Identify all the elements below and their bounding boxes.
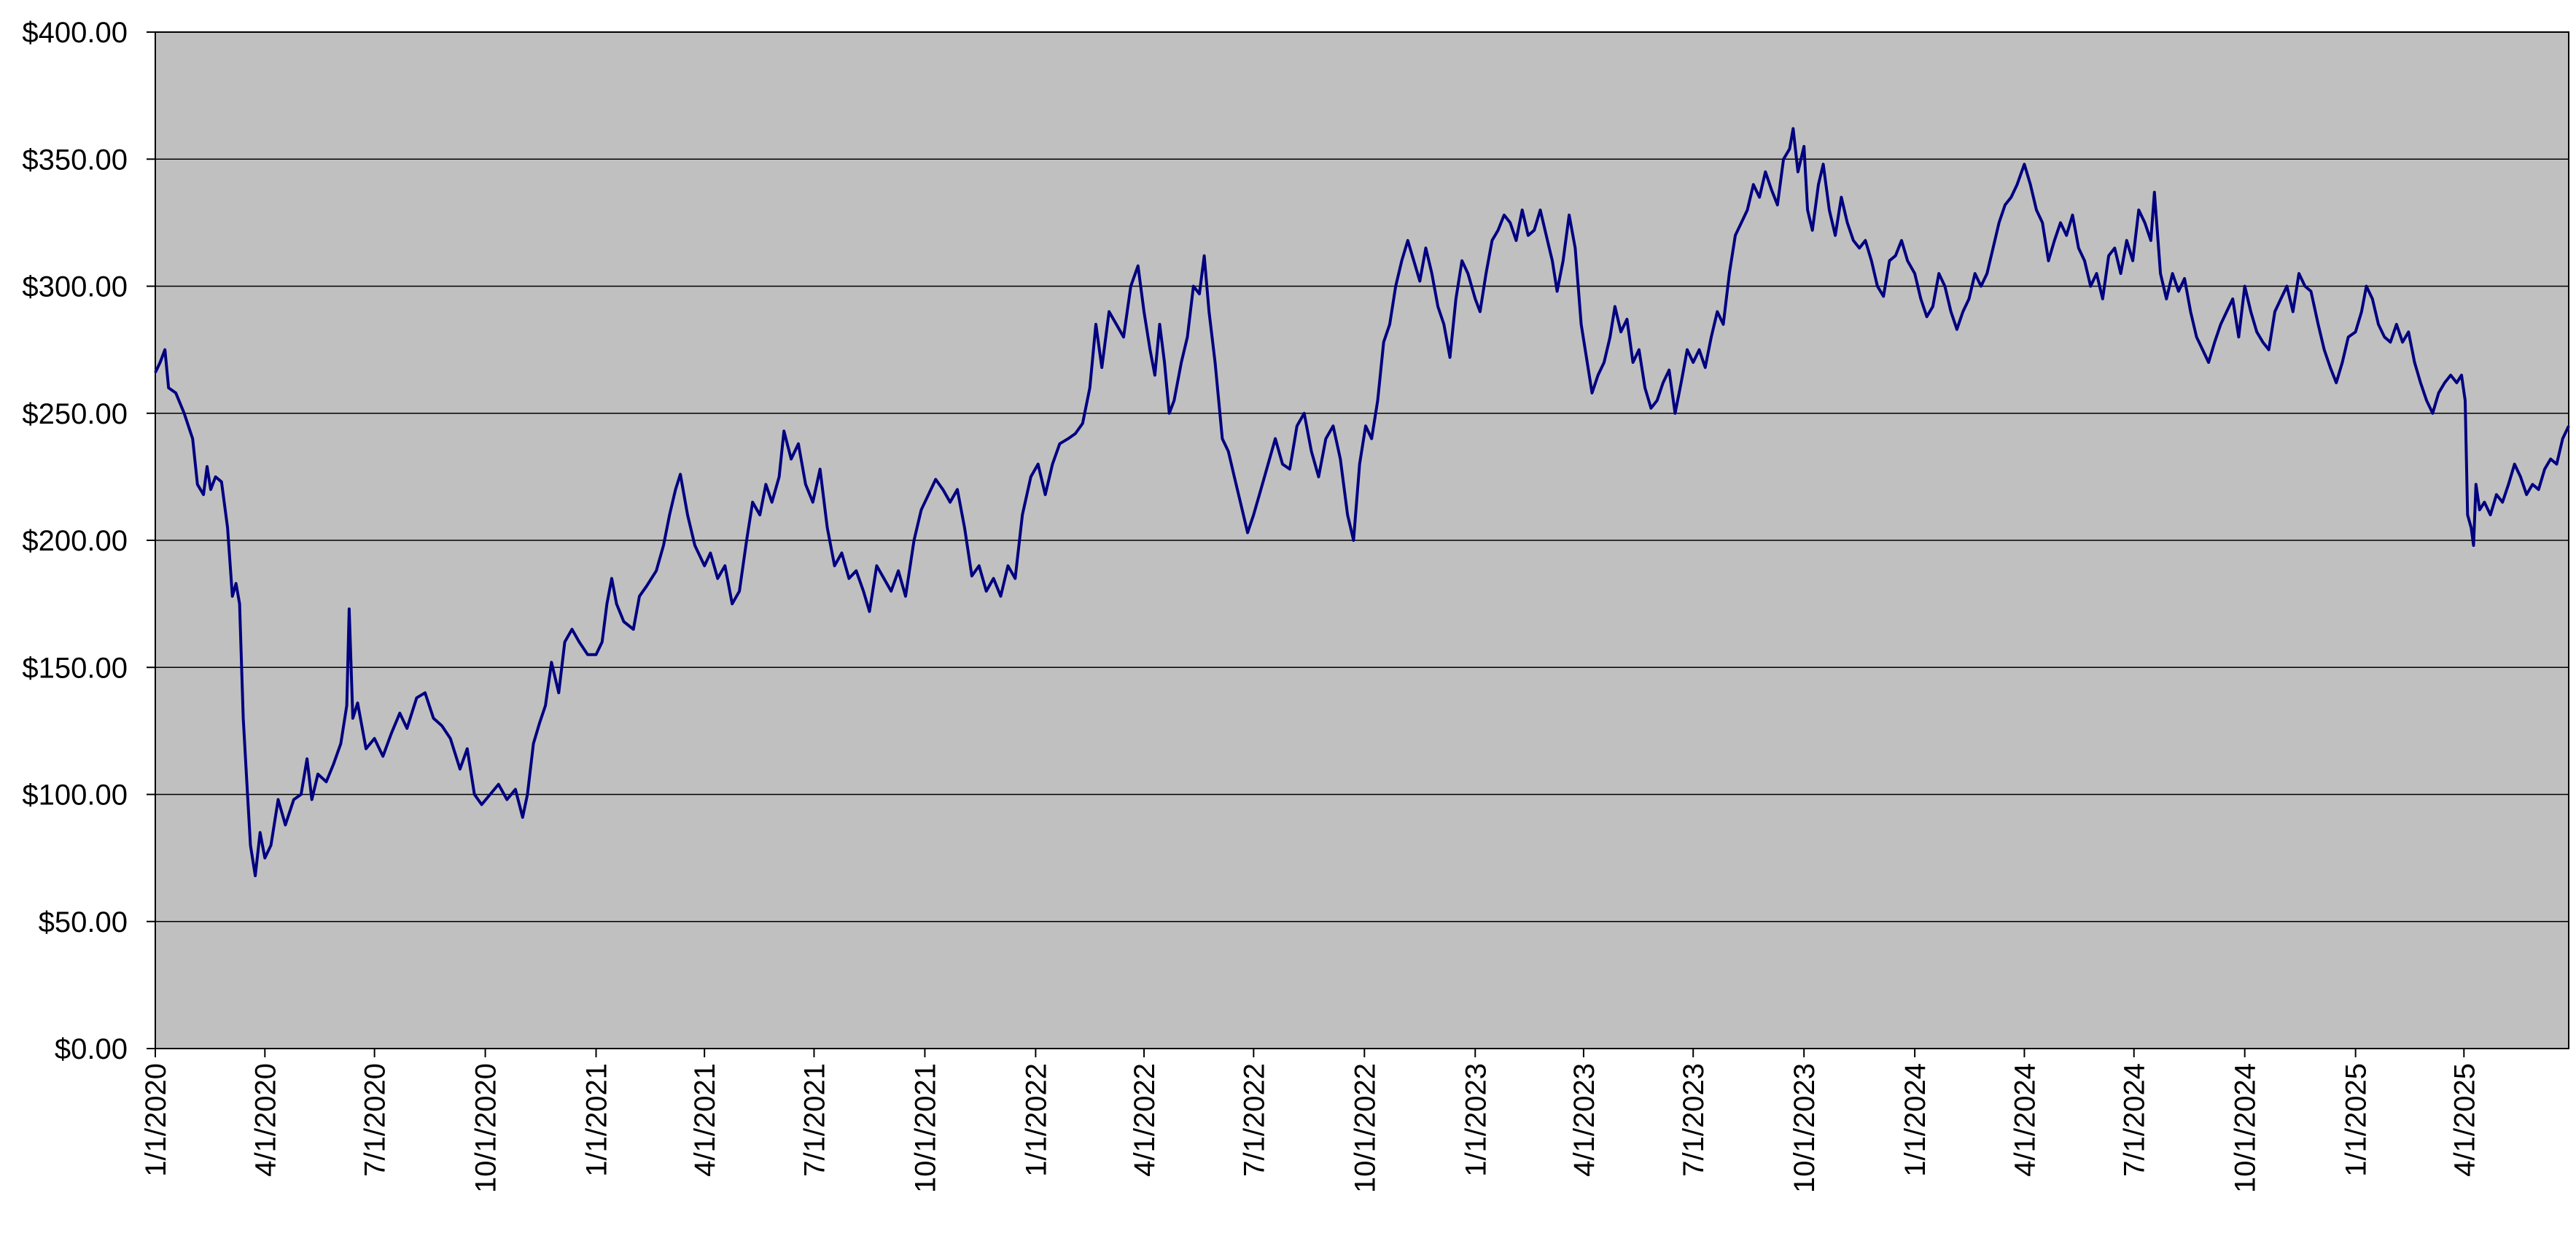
x-tick-label: 1/1/2022	[1020, 1063, 1052, 1177]
x-tick-label: 4/1/2022	[1129, 1063, 1161, 1177]
y-tick-label: $200.00	[22, 525, 128, 557]
x-tick-label: 4/1/2024	[2009, 1063, 2041, 1177]
x-tick-label: 7/1/2021	[798, 1063, 830, 1177]
x-tick-label: 10/1/2021	[909, 1063, 941, 1193]
x-tick-label: 4/1/2023	[1568, 1063, 1600, 1177]
x-tick-label: 7/1/2024	[2119, 1063, 2151, 1177]
x-tick-label: 10/1/2023	[1789, 1063, 1821, 1193]
x-tick-label: 1/1/2020	[140, 1063, 172, 1177]
y-axis: $0.00 $50.00 $100.00 $150.00 $200.00 $250.00 $…	[22, 17, 155, 1065]
y-tick-label: $300.00	[22, 271, 128, 303]
y-tick-label: $50.00	[39, 906, 128, 938]
x-axis: 1/1/2020 4/1/2020 7/1/2020 10/1/2020 1/1/202…	[140, 1049, 2480, 1193]
x-tick-label: 10/1/2020	[470, 1063, 502, 1193]
x-tick-label: 7/1/2023	[1678, 1063, 1710, 1177]
series-line-0	[154, 127, 2570, 877]
x-tick-label: 4/1/2021	[689, 1063, 721, 1177]
x-tick-label: 1/1/2021	[581, 1063, 613, 1177]
y-tick-label: $400.00	[22, 17, 128, 49]
y-tick-label: $150.00	[22, 652, 128, 684]
series-layer	[154, 127, 2570, 877]
x-tick-label: 4/1/2025	[2448, 1063, 2480, 1177]
y-tick-label: $100.00	[22, 779, 128, 812]
x-tick-label: 7/1/2020	[359, 1063, 392, 1177]
x-tick-label: 10/1/2024	[2230, 1063, 2262, 1193]
x-tick-label: 4/1/2020	[249, 1063, 281, 1177]
x-tick-label: 10/1/2022	[1349, 1063, 1381, 1193]
x-tick-label: 7/1/2022	[1238, 1063, 1270, 1177]
y-tick-label: $0.00	[55, 1033, 128, 1065]
gridlines	[155, 158, 2569, 922]
x-tick-label: 1/1/2025	[2340, 1063, 2373, 1177]
y-tick-label: $350.00	[22, 144, 128, 176]
x-tick-label: 1/1/2023	[1460, 1063, 1492, 1177]
x-tick-label: 1/1/2024	[1899, 1063, 1931, 1177]
y-tick-label: $250.00	[22, 398, 128, 430]
